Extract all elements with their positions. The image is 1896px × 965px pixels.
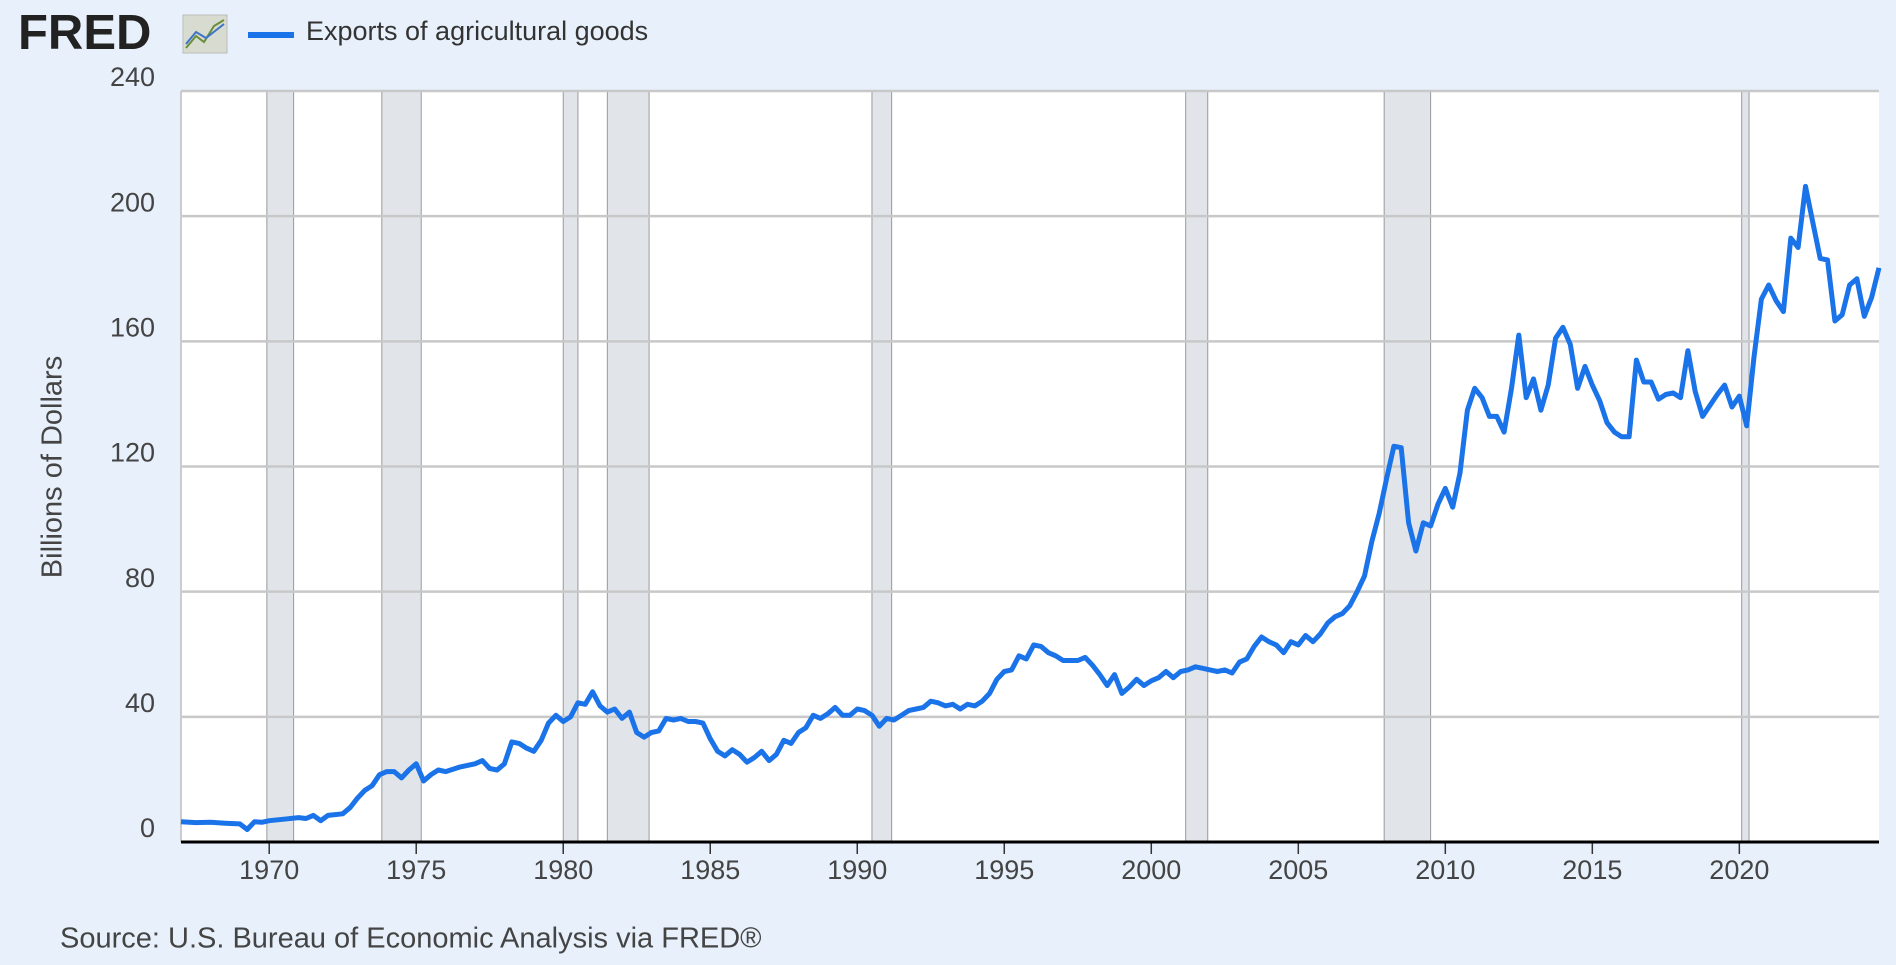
x-tick-label: 1975 [386,855,446,885]
logo: FRED [18,6,151,60]
y-tick-label: 0 [140,813,155,843]
y-axis-label: Billions of Dollars [37,356,69,578]
data-line [180,183,1882,832]
legend-label: Exports of agricultural goods [306,16,648,46]
y-tick-label: 120 [110,438,155,468]
x-tick-label: 1980 [533,855,593,885]
y-tick-label: 160 [110,312,155,342]
logo-icon [182,14,228,54]
x-tick-label: 2000 [1121,855,1181,885]
x-tick-label: 2015 [1562,855,1622,885]
x-tick-label: 2020 [1709,855,1769,885]
x-tick-label: 2005 [1268,855,1328,885]
y-tick-label: 200 [110,187,155,217]
x-tick-label: 1970 [239,855,299,885]
y-tick-label: 40 [125,688,155,718]
y-tick-label: 240 [110,62,155,92]
y-tick-label: 80 [125,563,155,593]
x-tick-label: 2010 [1415,855,1475,885]
source: Source: U.S. Bureau of Economic Analysis… [60,923,762,955]
x-tick-label: 1985 [680,855,740,885]
x-tick-label: 1995 [974,855,1034,885]
x-tick-label: 1990 [827,855,887,885]
